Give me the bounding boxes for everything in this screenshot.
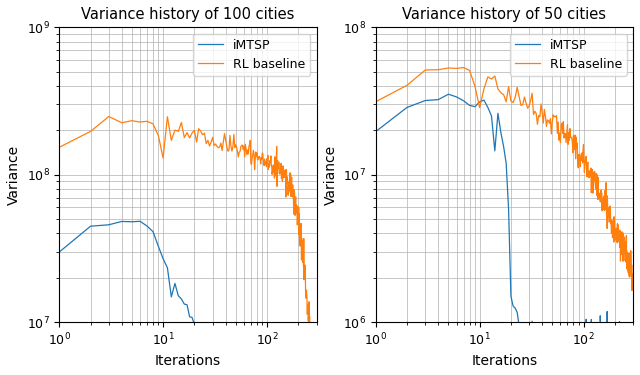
iMTSP — [629, 332, 637, 337]
RL baseline — [290, 196, 298, 201]
RL baseline — [628, 288, 636, 293]
iMTSP — [56, 250, 63, 254]
iMTSP — [606, 324, 614, 329]
iMTSP — [403, 105, 411, 110]
RL baseline — [372, 99, 380, 104]
iMTSP — [568, 344, 575, 348]
RL baseline — [621, 249, 629, 254]
RL baseline — [607, 226, 615, 231]
X-axis label: Iterations: Iterations — [471, 354, 538, 368]
RL baseline — [308, 348, 316, 352]
Y-axis label: Variance: Variance — [7, 145, 21, 205]
Line: RL baseline: RL baseline — [60, 117, 317, 375]
iMTSP — [607, 327, 615, 332]
X-axis label: Iterations: Iterations — [155, 354, 221, 368]
iMTSP — [607, 324, 614, 328]
RL baseline — [625, 255, 633, 259]
RL baseline — [305, 300, 313, 304]
iMTSP — [622, 342, 630, 347]
iMTSP — [86, 224, 94, 228]
RL baseline — [291, 201, 299, 206]
RL baseline — [629, 272, 637, 276]
Line: iMTSP: iMTSP — [376, 94, 633, 346]
RL baseline — [86, 129, 94, 134]
Title: Variance history of 50 cities: Variance history of 50 cities — [403, 7, 607, 22]
RL baseline — [105, 114, 113, 119]
iMTSP — [445, 92, 452, 96]
RL baseline — [460, 65, 467, 70]
iMTSP — [136, 219, 144, 224]
RL baseline — [606, 204, 614, 209]
Title: Variance history of 100 cities: Variance history of 100 cities — [81, 7, 294, 22]
iMTSP — [625, 334, 633, 338]
Legend: iMTSP, RL baseline: iMTSP, RL baseline — [509, 33, 627, 76]
Y-axis label: Variance: Variance — [323, 145, 337, 205]
RL baseline — [56, 145, 63, 150]
RL baseline — [403, 83, 411, 87]
RL baseline — [313, 372, 321, 375]
RL baseline — [289, 196, 297, 200]
Legend: iMTSP, RL baseline: iMTSP, RL baseline — [193, 33, 310, 76]
Line: RL baseline: RL baseline — [376, 68, 633, 291]
iMTSP — [372, 129, 380, 134]
Line: iMTSP: iMTSP — [60, 221, 317, 375]
RL baseline — [606, 204, 614, 209]
